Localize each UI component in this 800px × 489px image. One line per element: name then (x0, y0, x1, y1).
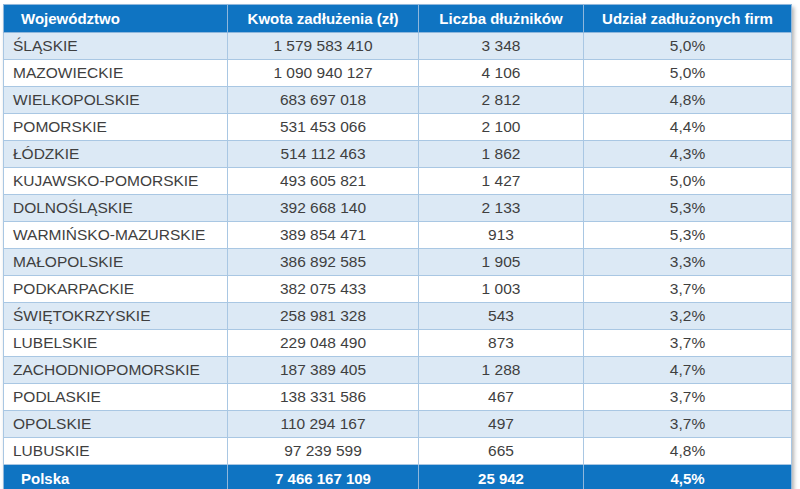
debtor-count-cell: 467 (419, 384, 584, 411)
table-footer: Polska 7 466 167 109 25 942 4,5% (4, 465, 792, 489)
table-row: LUBUSKIE97 239 5996654,8% (4, 438, 792, 465)
indebted-share-cell: 3,2% (584, 303, 792, 330)
column-header-debt-amount: Kwota zadłużenia (zł) (228, 5, 419, 33)
page: Województwo Kwota zadłużenia (zł) Liczba… (0, 0, 800, 489)
debtor-count-cell: 1 862 (419, 141, 584, 168)
voivodeship-cell: LUBELSKIE (4, 330, 228, 357)
debt-amount-cell: 258 981 328 (228, 303, 419, 330)
voivodeship-cell: PODKARPACKIE (4, 276, 228, 303)
table-row: PODLASKIE138 331 5864673,7% (4, 384, 792, 411)
table-row: MAŁOPOLSKIE386 892 5851 9053,3% (4, 249, 792, 276)
debtor-count-cell: 2 812 (419, 87, 584, 114)
debt-amount-cell: 389 854 471 (228, 222, 419, 249)
debtor-count-cell: 1 905 (419, 249, 584, 276)
indebted-share-cell: 3,3% (584, 249, 792, 276)
debtor-count-cell: 3 348 (419, 33, 584, 60)
indebted-share-cell: 3,7% (584, 384, 792, 411)
table-row: KUJAWSKO-POMORSKIE493 605 8211 4275,0% (4, 168, 792, 195)
debt-amount-cell: 229 048 490 (228, 330, 419, 357)
indebted-share-cell: 4,4% (584, 114, 792, 141)
voivodeship-cell: DOLNOŚLĄSKIE (4, 195, 228, 222)
debtor-count-cell: 873 (419, 330, 584, 357)
debt-amount-cell: 683 697 018 (228, 87, 419, 114)
table-row: ŚLĄSKIE1 579 583 4103 3485,0% (4, 33, 792, 60)
table-row: LUBELSKIE229 048 4908733,7% (4, 330, 792, 357)
debt-amount-cell: 382 075 433 (228, 276, 419, 303)
voivodeship-cell: LUBUSKIE (4, 438, 228, 465)
total-debt-amount: 7 466 167 109 (228, 465, 419, 489)
total-label: Polska (4, 465, 228, 489)
debt-amount-cell: 110 294 167 (228, 411, 419, 438)
debt-amount-cell: 514 112 463 (228, 141, 419, 168)
voivodeship-cell: MAZOWIECKIE (4, 60, 228, 87)
indebted-share-cell: 4,8% (584, 87, 792, 114)
debtor-count-cell: 665 (419, 438, 584, 465)
debtor-count-cell: 913 (419, 222, 584, 249)
indebted-share-cell: 5,3% (584, 195, 792, 222)
total-debtor-count: 25 942 (419, 465, 584, 489)
indebted-share-cell: 5,3% (584, 222, 792, 249)
debtor-count-cell: 1 288 (419, 357, 584, 384)
indebted-share-cell: 3,7% (584, 276, 792, 303)
table-header: Województwo Kwota zadłużenia (zł) Liczba… (4, 5, 792, 33)
table-row: WIELKOPOLSKIE683 697 0182 8124,8% (4, 87, 792, 114)
indebted-share-cell: 3,7% (584, 330, 792, 357)
debt-by-voivodeship-table: Województwo Kwota zadłużenia (zł) Liczba… (3, 4, 792, 489)
column-header-voivodeship: Województwo (4, 5, 228, 33)
debtor-count-cell: 1 003 (419, 276, 584, 303)
debtor-count-cell: 2 133 (419, 195, 584, 222)
total-row: Polska 7 466 167 109 25 942 4,5% (4, 465, 792, 489)
indebted-share-cell: 4,7% (584, 357, 792, 384)
table-row: ZACHODNIOPOMORSKIE187 389 4051 2884,7% (4, 357, 792, 384)
table-body: ŚLĄSKIE1 579 583 4103 3485,0%MAZOWIECKIE… (4, 33, 792, 465)
table-row: ŁÓDZKIE514 112 4631 8624,3% (4, 141, 792, 168)
debtor-count-cell: 2 100 (419, 114, 584, 141)
voivodeship-cell: KUJAWSKO-POMORSKIE (4, 168, 228, 195)
table-row: WARMIŃSKO-MAZURSKIE389 854 4719135,3% (4, 222, 792, 249)
voivodeship-cell: WARMIŃSKO-MAZURSKIE (4, 222, 228, 249)
indebted-share-cell: 4,8% (584, 438, 792, 465)
voivodeship-cell: OPOLSKIE (4, 411, 228, 438)
voivodeship-cell: WIELKOPOLSKIE (4, 87, 228, 114)
indebted-share-cell: 3,7% (584, 411, 792, 438)
indebted-share-cell: 5,0% (584, 33, 792, 60)
debtor-count-cell: 497 (419, 411, 584, 438)
column-header-indebted-share: Udział zadłużonych firm (584, 5, 792, 33)
debt-amount-cell: 493 605 821 (228, 168, 419, 195)
indebted-share-cell: 5,0% (584, 168, 792, 195)
voivodeship-cell: ŁÓDZKIE (4, 141, 228, 168)
debtor-count-cell: 1 427 (419, 168, 584, 195)
debt-amount-cell: 386 892 585 (228, 249, 419, 276)
debt-amount-cell: 1 090 940 127 (228, 60, 419, 87)
debt-amount-cell: 97 239 599 (228, 438, 419, 465)
total-indebted-share: 4,5% (584, 465, 792, 489)
indebted-share-cell: 5,0% (584, 60, 792, 87)
table-row: PODKARPACKIE382 075 4331 0033,7% (4, 276, 792, 303)
debtor-count-cell: 4 106 (419, 60, 584, 87)
column-header-debtor-count: Liczba dłużników (419, 5, 584, 33)
debtor-count-cell: 543 (419, 303, 584, 330)
voivodeship-cell: MAŁOPOLSKIE (4, 249, 228, 276)
debt-amount-cell: 138 331 586 (228, 384, 419, 411)
debt-amount-cell: 392 668 140 (228, 195, 419, 222)
voivodeship-cell: ZACHODNIOPOMORSKIE (4, 357, 228, 384)
debt-amount-cell: 187 389 405 (228, 357, 419, 384)
table-row: OPOLSKIE110 294 1674973,7% (4, 411, 792, 438)
debt-amount-cell: 531 453 066 (228, 114, 419, 141)
table-row: MAZOWIECKIE1 090 940 1274 1065,0% (4, 60, 792, 87)
voivodeship-cell: ŚWIĘTOKRZYSKIE (4, 303, 228, 330)
indebted-share-cell: 4,3% (584, 141, 792, 168)
table-row: DOLNOŚLĄSKIE392 668 1402 1335,3% (4, 195, 792, 222)
header-row: Województwo Kwota zadłużenia (zł) Liczba… (4, 5, 792, 33)
table-row: POMORSKIE531 453 0662 1004,4% (4, 114, 792, 141)
voivodeship-cell: ŚLĄSKIE (4, 33, 228, 60)
voivodeship-cell: PODLASKIE (4, 384, 228, 411)
debt-amount-cell: 1 579 583 410 (228, 33, 419, 60)
table-row: ŚWIĘTOKRZYSKIE258 981 3285433,2% (4, 303, 792, 330)
voivodeship-cell: POMORSKIE (4, 114, 228, 141)
